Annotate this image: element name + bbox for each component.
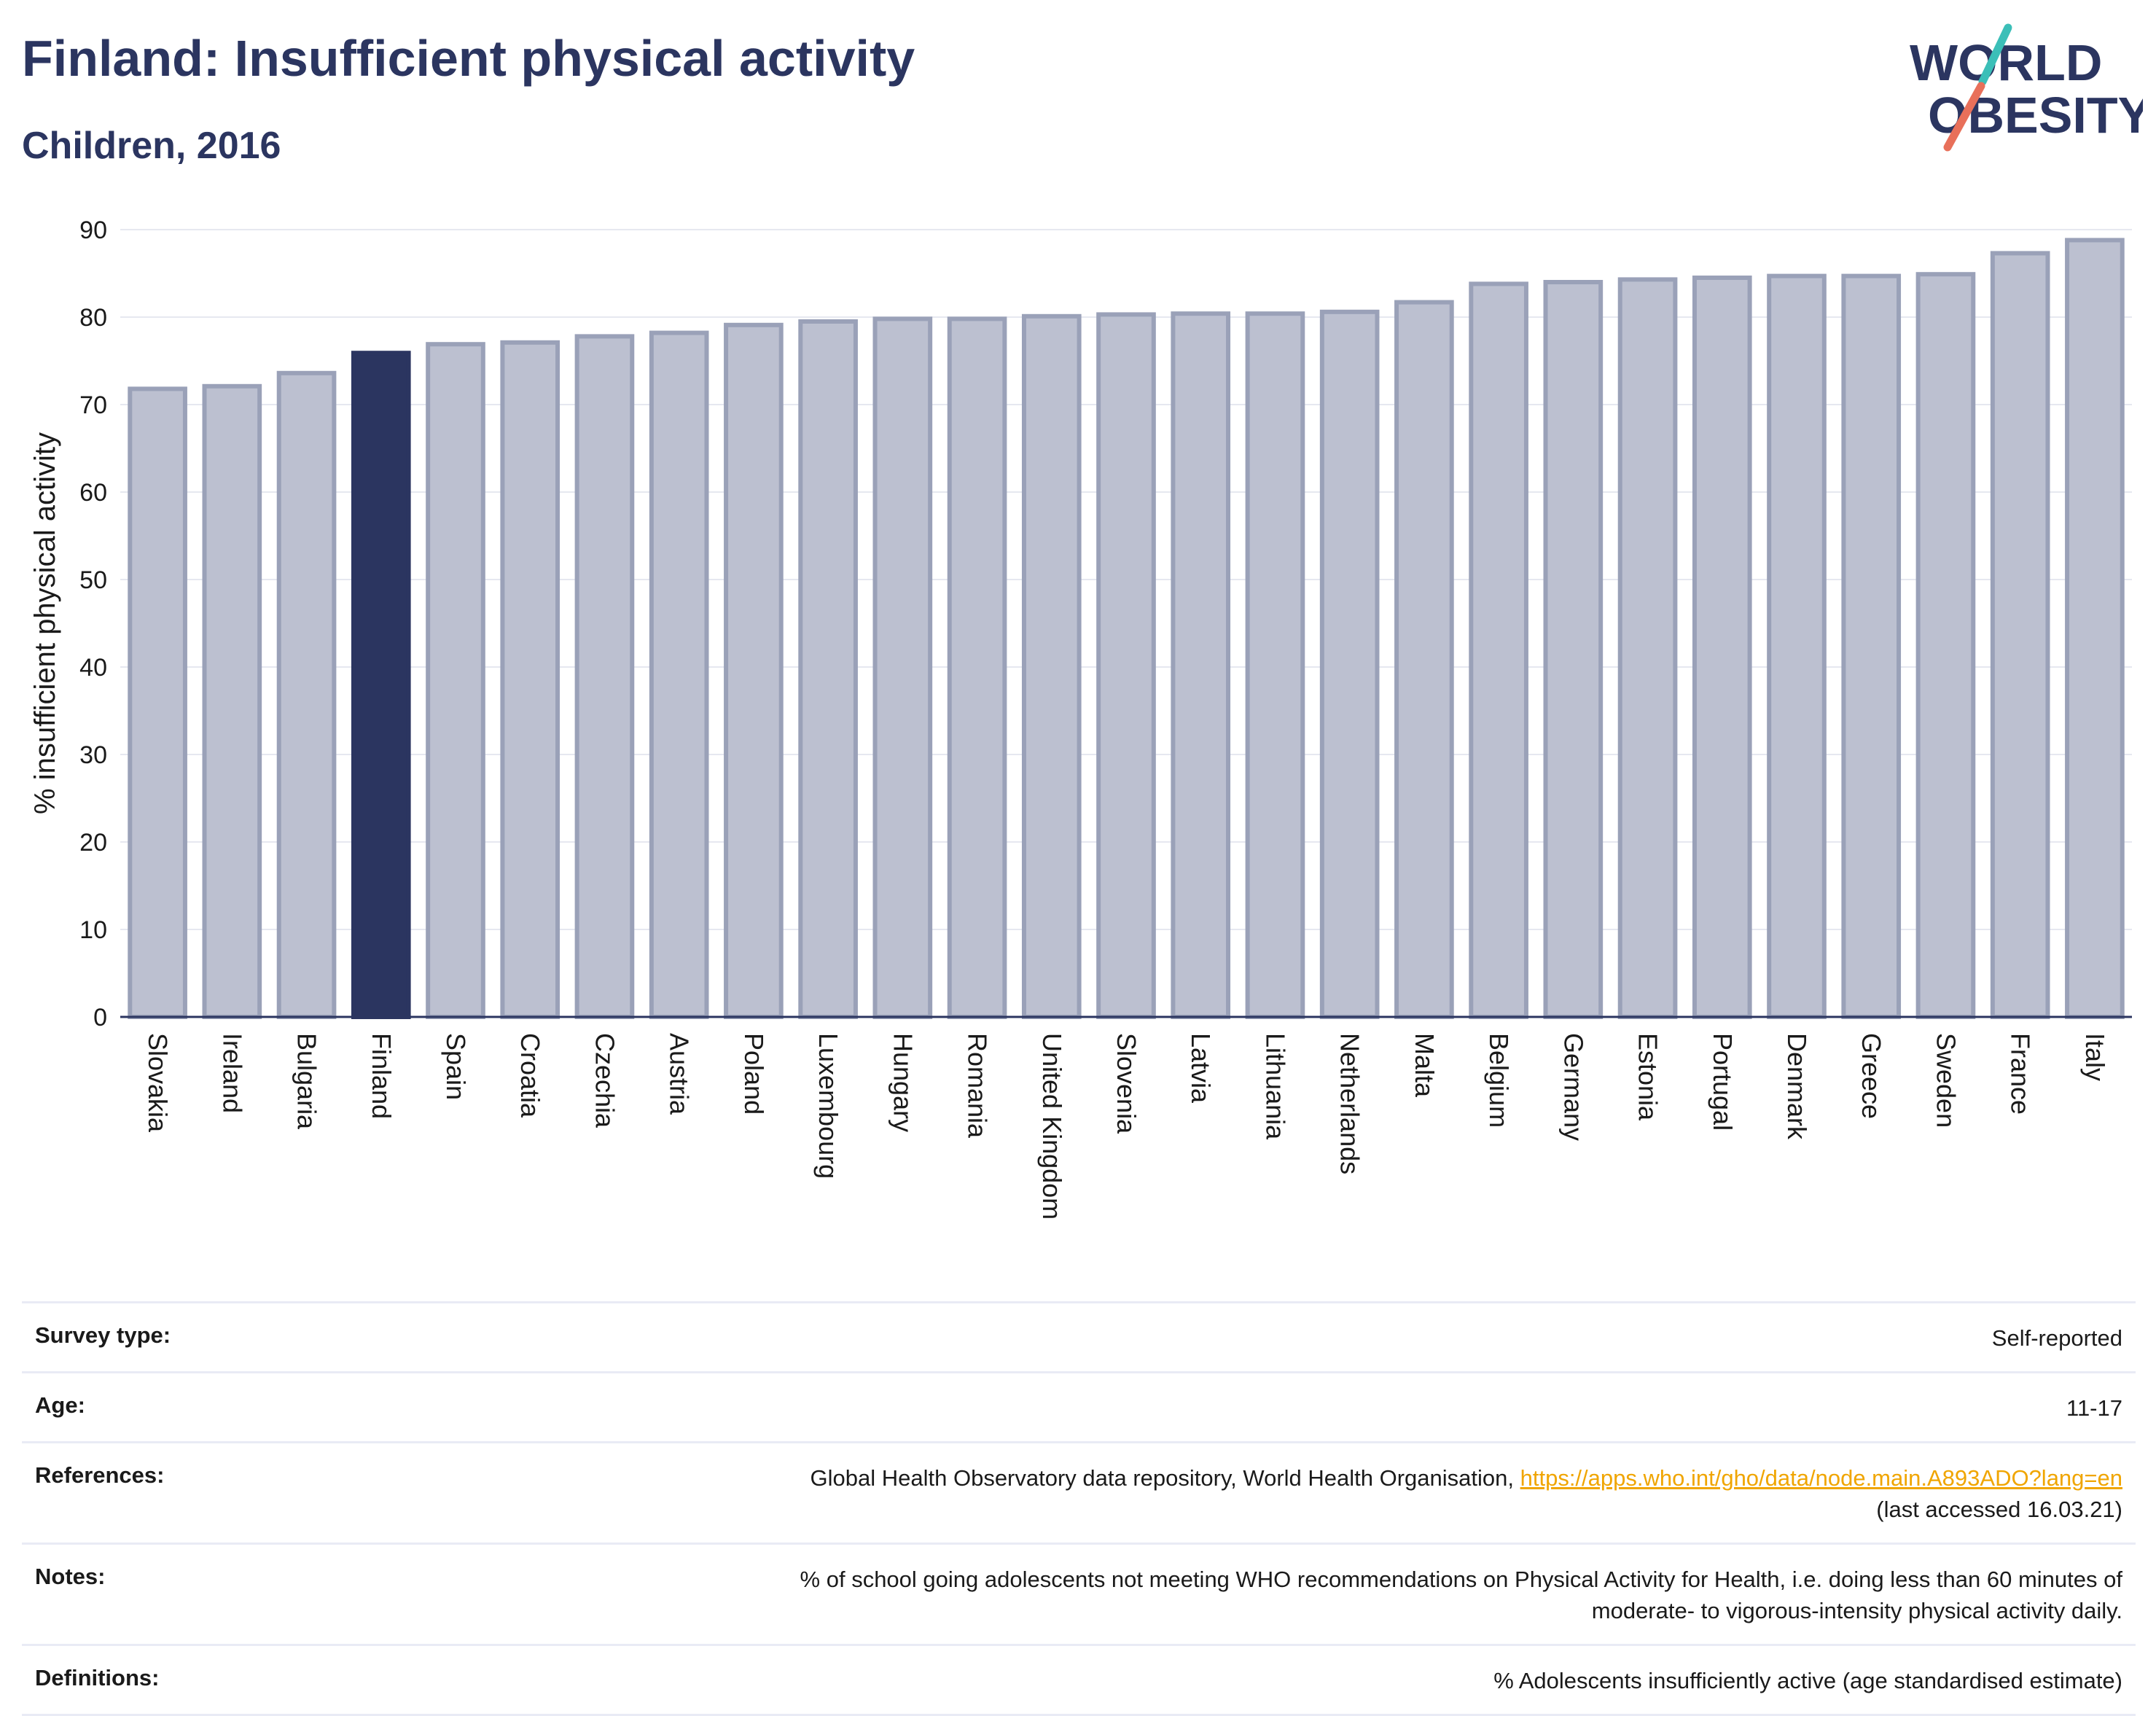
survey-type-value: Self-reported (1991, 1325, 2122, 1351)
survey-type-label: Survey type: (35, 1322, 171, 1348)
x-tick-label: Lithuania (1260, 1033, 1290, 1140)
x-tick-label: Netherlands (1335, 1033, 1365, 1174)
x-tick-label: Sweden (1931, 1033, 1961, 1128)
meta-row-definitions: Definitions: % Adolescents insufficientl… (22, 1644, 2136, 1716)
bar-germany (1543, 280, 1604, 1019)
definitions-label: Definitions: (35, 1665, 160, 1690)
x-tick-label: Spain (441, 1033, 471, 1100)
chart-subtitle: Children, 2016 (22, 125, 281, 167)
y-tick-label: 30 (79, 741, 107, 769)
meta-row-references: References: Global Health Observatory da… (22, 1441, 2136, 1543)
world-obesity-logo: WORLD OBESITY (1910, 23, 2143, 152)
bar-romania (947, 316, 1007, 1019)
x-tick-label: Estonia (1633, 1033, 1663, 1121)
x-tick-label: Finland (367, 1033, 397, 1119)
y-tick-label: 80 (79, 304, 107, 332)
x-tick-label: Slovakia (143, 1033, 173, 1133)
y-tick-label: 10 (79, 916, 107, 944)
logo-slash-teal (1978, 23, 2012, 86)
bar-latvia (1171, 311, 1231, 1019)
x-tick-label: Portugal (1708, 1033, 1738, 1131)
bar-italy (2065, 238, 2125, 1019)
meta-row-notes: Notes: % of school going adolescents not… (22, 1543, 2136, 1644)
notes-label: Notes: (35, 1564, 106, 1589)
x-tick-label: United Kingdom (1037, 1033, 1067, 1220)
x-tick-label: Luxembourg (813, 1033, 843, 1179)
x-axis-ticks: Slovakia Ireland Bulgaria Finland Spain Croat… (143, 1033, 2110, 1220)
metadata-table: Survey type: Self-reported Age: 11-17 Re… (22, 1301, 2136, 1716)
bar-france (1990, 251, 2050, 1019)
y-tick-label: 60 (79, 479, 107, 507)
bar-slovakia (128, 386, 187, 1019)
notes-value: % of school going adolescents not meetin… (800, 1564, 2122, 1626)
bar-belgium (1469, 281, 1528, 1019)
bar-poland (724, 322, 784, 1020)
notes-line-2: moderate- to vigorous-intensity physical… (1591, 1598, 2122, 1623)
x-tick-label: Belgium (1484, 1033, 1514, 1128)
references-text: Global Health Observatory data repositor… (810, 1465, 1520, 1491)
x-tick-label: Italy (2080, 1033, 2110, 1081)
bar-estonia (1617, 277, 1678, 1019)
y-tick-label: 20 (79, 829, 107, 857)
meta-row-age: Age: 11-17 (22, 1371, 2136, 1441)
x-tick-label: Hungary (888, 1033, 918, 1132)
bar-malta (1394, 300, 1454, 1020)
bar-lithuania (1245, 311, 1305, 1019)
x-tick-label: Poland (739, 1033, 769, 1115)
references-link[interactable]: https://apps.who.int/gho/data/node.main.… (1520, 1465, 2122, 1491)
bars (128, 238, 2125, 1020)
bar-slovenia (1096, 312, 1156, 1019)
x-tick-label: Ireland (217, 1033, 247, 1113)
x-tick-label: Czechia (590, 1033, 620, 1128)
y-axis-ticks: 0 10 20 30 40 50 60 70 80 90 (79, 217, 107, 1031)
y-tick-label: 90 (79, 217, 107, 244)
meta-row-survey-type: Survey type: Self-reported (22, 1301, 2136, 1371)
bar-finland (351, 351, 411, 1019)
bar-denmark (1767, 273, 1827, 1020)
definitions-value: % Adolescents insufficiently active (age… (1493, 1668, 2122, 1693)
x-tick-label: Germany (1558, 1033, 1588, 1141)
bar-united-kingdom (1021, 313, 1082, 1020)
age-label: Age: (35, 1392, 85, 1418)
bar-greece (1841, 273, 1902, 1020)
bar-spain (426, 342, 485, 1019)
logo-line-2: OBESITY (1928, 87, 2143, 144)
bar-netherlands (1319, 309, 1380, 1020)
bar-bulgaria (276, 370, 337, 1020)
x-tick-label: Denmark (1782, 1033, 1812, 1140)
x-tick-label: France (2006, 1033, 2036, 1115)
chart-title: Finland: Insufficient physical activity (22, 30, 915, 87)
bar-chart: 0 10 20 30 40 50 60 70 80 90 Slovakia Ireland Bulga… (29, 217, 2132, 1220)
x-tick-label: Latvia (1186, 1033, 1216, 1104)
x-tick-label: Austria (665, 1033, 695, 1115)
y-tick-label: 70 (79, 391, 107, 419)
x-tick-label: Croatia (515, 1033, 545, 1118)
y-axis-label: % insufficient physical activity (29, 432, 61, 814)
x-tick-label: Malta (1410, 1033, 1440, 1098)
y-tick-label: 0 (93, 1004, 107, 1031)
notes-line-1: % of school going adolescents not meetin… (800, 1567, 2122, 1592)
references-value: Global Health Observatory data repositor… (811, 1462, 2122, 1525)
logo-line-1: WORLD (1910, 34, 2102, 91)
bar-luxembourg (798, 319, 858, 1019)
x-tick-label: Romania (963, 1033, 993, 1139)
bar-hungary (872, 316, 933, 1019)
bar-czechia (574, 334, 635, 1019)
x-tick-label: Greece (1856, 1033, 1886, 1119)
bar-austria (649, 330, 709, 1020)
references-label: References: (35, 1462, 165, 1488)
y-tick-label: 50 (79, 566, 107, 594)
bar-sweden (1915, 272, 1976, 1019)
age-value: 11-17 (2066, 1395, 2122, 1421)
bar-portugal (1692, 276, 1752, 1019)
logo-slash-coral (1943, 82, 1985, 152)
references-suffix: (last accessed 16.03.21) (1876, 1497, 2122, 1522)
bar-croatia (500, 340, 561, 1020)
bar-ireland (202, 383, 262, 1019)
x-tick-label: Slovenia (1112, 1033, 1141, 1134)
x-tick-label: Bulgaria (292, 1033, 322, 1130)
y-tick-label: 40 (79, 654, 107, 682)
